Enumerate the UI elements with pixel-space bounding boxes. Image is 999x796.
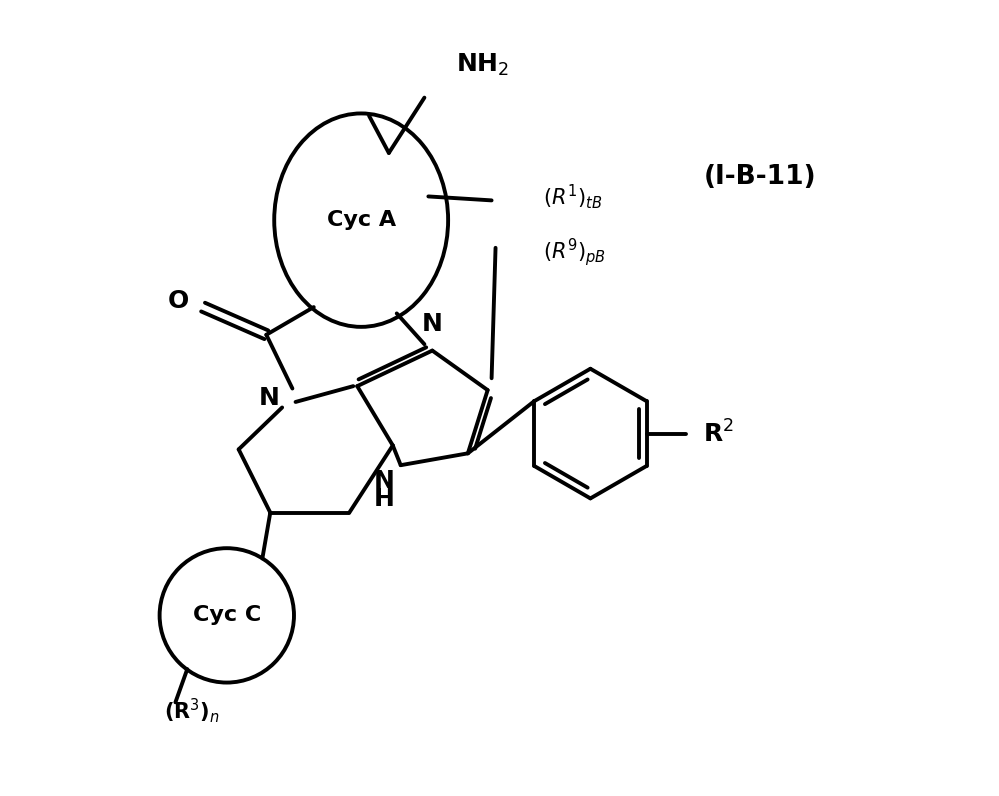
Text: O: O <box>168 289 189 313</box>
Text: NH$_2$: NH$_2$ <box>456 52 508 78</box>
Text: (R$^3$)$_n$: (R$^3$)$_n$ <box>164 696 220 724</box>
Text: R$^2$: R$^2$ <box>703 420 734 447</box>
Text: N: N <box>259 386 280 410</box>
Text: Cyc C: Cyc C <box>193 606 261 626</box>
Text: Cyc A: Cyc A <box>327 210 396 230</box>
Text: H: H <box>374 487 395 511</box>
Text: N: N <box>422 312 443 337</box>
Text: N: N <box>374 469 395 494</box>
Text: (I-B-11): (I-B-11) <box>704 164 816 189</box>
Text: $(R^9)_{pB}$: $(R^9)_{pB}$ <box>543 236 605 267</box>
Text: $(R^1)_{tB}$: $(R^1)_{tB}$ <box>543 182 602 211</box>
